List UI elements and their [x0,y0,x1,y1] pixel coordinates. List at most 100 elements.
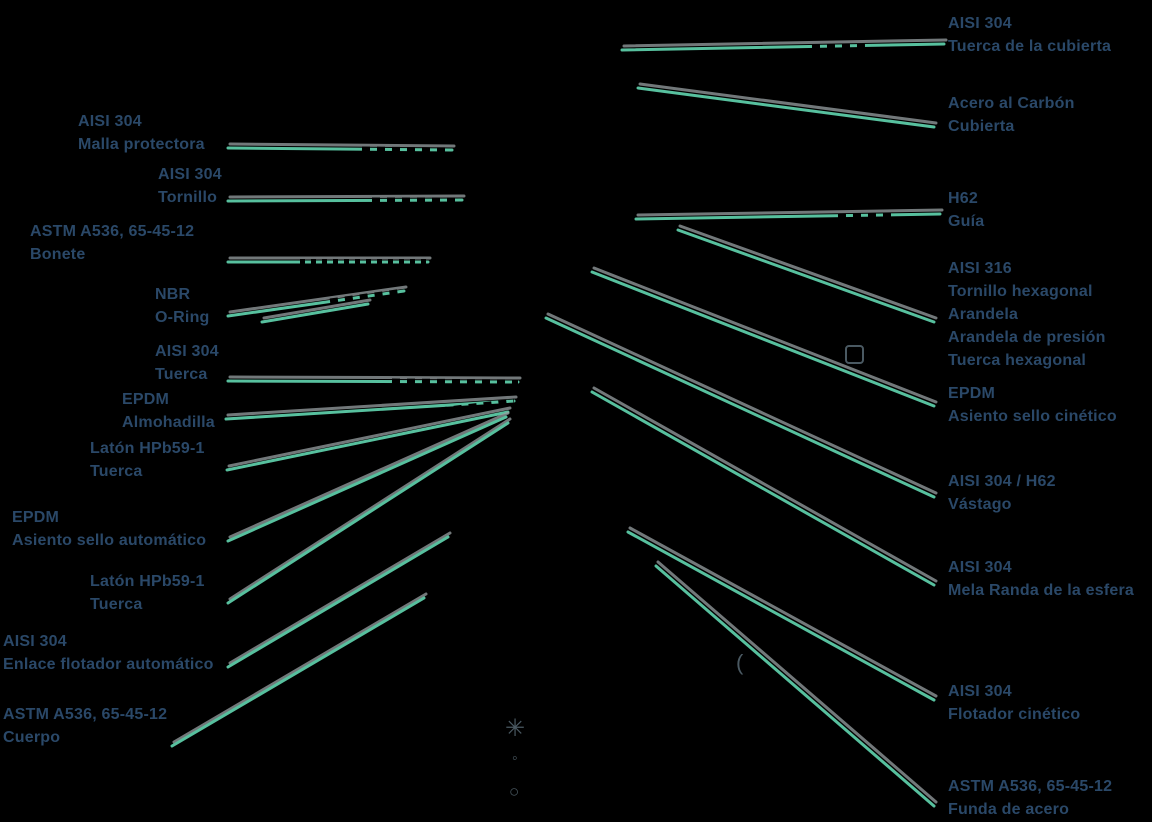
part-label: Guía [948,213,985,230]
part-label: Mela Randa de la esfera [948,582,1135,599]
callout-guia: H62 Guía [948,187,984,233]
leader-line-shadow [636,208,944,217]
material-label: ASTM A536, 65-45-12 [30,223,195,240]
material-label: AISI 304 [155,343,219,360]
material-label: H62 [948,190,978,207]
leader-line-shadow [546,312,938,495]
part-label: Flotador cinético [948,706,1081,723]
photo-highlight-icon: ◦ [512,750,518,767]
leader-line-shadow [262,298,372,320]
leader-line [225,410,510,472]
part-label: Tuerca [90,596,143,613]
line-interrupt [329,288,405,304]
callout-asiento-sello-cinetico: EPDM Asiento sello cinético [948,382,1117,428]
material-label: Acero al Carbón [948,95,1075,112]
part-label: O-Ring [155,309,210,326]
material-label: AISI 316 [948,260,1012,277]
part-label: Vástago [948,496,1012,513]
material-label: NBR [155,286,191,303]
leader-line [224,399,516,421]
photo-highlight-icon: ( [736,650,744,675]
material-label: ASTM A536, 65-45-12 [3,706,168,723]
photo-highlight-square [845,345,864,364]
callout-o-ring: NBR O-Ring [155,283,210,329]
leader-line [226,198,464,203]
material-label: AISI 304 [3,633,67,650]
leader-line-shadow [228,285,408,314]
leader-line [654,564,936,808]
leader-line-shadow [228,142,456,148]
photo-highlight-icon: ○ [509,782,520,801]
material-label: AISI 304 [948,15,1012,32]
callout-malla-protectora: AISI 304 Malla protectora [78,110,205,156]
callout-tornillo: AISI 304 Tornillo [158,163,222,209]
callout-tornilleria: AISI 316 Tornillo hexagonal Arandela Ara… [948,257,1106,372]
leader-line [676,228,936,324]
leader-line [626,530,936,702]
callout-flotador: AISI 304 Flotador cinético [948,680,1080,726]
leader-line-shadow [622,38,948,48]
part-label: Tuerca [90,463,143,480]
callout-almohadilla: EPDM Almohadilla [122,388,215,434]
part-label: Tuerca hexagonal [948,352,1087,369]
leader-line [590,390,936,587]
leader-line [170,596,426,748]
callout-asiento-sello-automatico: EPDM Asiento sello automático [12,506,206,552]
part-label: Bonete [30,246,86,263]
material-label: Latón HPb59-1 [90,573,205,590]
leader-line-shadow [678,224,938,320]
leader-line-shadow [172,592,428,744]
callout-enlace-flotador: AISI 304 Enlace flotador automático [3,630,214,676]
leader-line-shadow [592,386,938,583]
line-interrupt [811,43,873,50]
photo-highlight-icon: ✳ [505,715,526,742]
line-interrupt [837,212,897,219]
leader-line [636,86,936,129]
material-label: ASTM A536, 65-45-12 [948,778,1113,795]
part-label: Enlace flotador automático [3,656,214,673]
part-label: Arandela [948,306,1019,323]
leader-line-shadow [228,417,512,601]
leader-line-shadow [228,411,510,539]
callout-cubierta: Acero al Carbón Cubierta [948,92,1075,138]
callout-cuerpo: ASTM A536, 65-45-12 Cuerpo [3,703,167,749]
material-label: Latón HPb59-1 [90,440,205,457]
material-label: EPDM [12,509,60,526]
leader-line [260,302,370,324]
line-interrupt [423,398,515,415]
part-label: Tuerca [155,366,208,383]
leader-line [226,535,450,669]
leader-line-shadow [592,266,938,404]
part-label: Malla protectora [78,136,205,153]
leader-line-shadow [628,526,938,698]
callout-randa-esfera: AISI 304 Mela Randa de la esfera [948,556,1134,602]
leader-line [226,421,510,605]
part-label: Asiento sello cinético [948,408,1117,425]
material-label: AISI 304 [78,113,142,130]
leader-line-shadow [638,82,938,125]
leader-line-shadow [228,531,452,665]
callout-vastago: AISI 304 / H62 Vástago [948,470,1056,516]
leader-line [226,146,454,152]
material-label: AISI 304 / H62 [948,473,1056,490]
line-interrupt [391,378,519,385]
part-label: Tuerca de la cubierta [948,38,1112,55]
material-label: EPDM [122,391,170,408]
callout-bonete: ASTM A536, 65-45-12 Bonete [30,220,194,266]
part-label: Funda de acero [948,801,1070,818]
part-label: Cubierta [948,118,1015,135]
leader-line [590,270,936,408]
leader-line-shadow [228,194,466,199]
leader-line-shadow [656,560,938,804]
material-label: AISI 304 [948,559,1012,576]
leader-line [620,42,946,52]
material-label: AISI 304 [158,166,222,183]
leader-line-shadow [228,375,522,380]
line-interrupt [361,146,453,153]
leader-line [226,415,508,543]
callout-tuerca-1: AISI 304 Tuerca [155,340,219,386]
part-label: Arandela de presión [948,329,1106,346]
part-label: Tornillo hexagonal [948,283,1093,300]
